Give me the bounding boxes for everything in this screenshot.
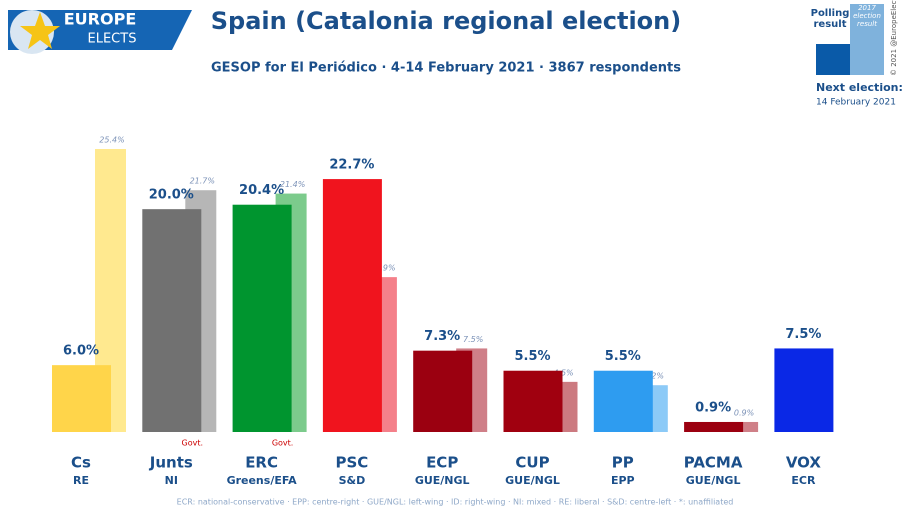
bar [684, 421, 744, 432]
value-label: 7.3% [424, 329, 460, 344]
x-tick-label: PSC [335, 454, 368, 472]
chart-title: Spain (Catalonia regional election) [211, 7, 681, 35]
value-label: 4.2% [644, 372, 664, 381]
legend-text: Polling result [810, 8, 850, 30]
value-label: 5.5% [605, 349, 641, 364]
value-label: 22.7% [329, 158, 374, 173]
value-label: 20.0% [149, 188, 194, 203]
x-tick-label: CUP [515, 454, 549, 472]
x-tick-label: Cs [71, 454, 91, 472]
logo-text: ELECTS [88, 32, 137, 47]
x-tick-label: ERC [245, 454, 278, 472]
group-label: NI [165, 474, 178, 487]
bar [503, 370, 563, 432]
group-label: Greens/EFA [227, 474, 298, 487]
value-label: 13.9% [370, 264, 395, 273]
group-label: S&D [339, 474, 366, 487]
govt-note: Govt. [272, 439, 294, 448]
value-label: 25.4% [99, 136, 124, 145]
legend-label: 2017 election result [853, 4, 881, 28]
group-label: GUE/NGL [505, 474, 560, 487]
copyright: © 2021 @EuropeElects [890, 0, 898, 76]
bar [593, 370, 653, 432]
value-label: 21.7% [190, 177, 215, 186]
chart-subtitle: GESOP for El Periódico · 4-14 February 2… [211, 61, 681, 76]
legend: Polling result 2017 election result © 20… [810, 0, 903, 108]
legend-swatch [816, 44, 850, 75]
value-label: 0.9% [695, 400, 731, 415]
bar [774, 348, 834, 432]
value-label: 0.9% [734, 408, 754, 417]
legend-swatch [850, 4, 884, 75]
group-label: GUE/NGL [686, 474, 741, 487]
x-tick-label: ECP [426, 454, 458, 472]
value-label: 20.4% [239, 183, 284, 198]
govt-note: Govt. [182, 439, 204, 448]
logo-text: EUROPE [64, 10, 137, 29]
value-label: 6.0% [63, 344, 99, 359]
value-label: 5.5% [514, 349, 550, 364]
value-label: 7.5% [463, 335, 483, 344]
value-label: 21.4% [280, 180, 305, 189]
bar [322, 179, 382, 432]
footnote: ECR: national-conservative · EPP: centre… [177, 498, 734, 507]
value-label: 4.5% [553, 368, 573, 377]
x-tick-label: PP [612, 454, 634, 472]
group-label: RE [73, 474, 89, 487]
bar [142, 209, 202, 432]
group-label: EPP [611, 474, 635, 487]
x-tick-label: VOX [786, 454, 822, 472]
value-label: 7.5% [785, 327, 821, 342]
legend-label: Polling result [810, 8, 850, 30]
legend-text: 2017 election result [853, 4, 881, 28]
x-tick-label: PACMA [684, 454, 743, 472]
bar [52, 365, 111, 432]
group-label: GUE/NGL [415, 474, 470, 487]
group-label: ECR [791, 474, 816, 487]
next-label: Next election: [816, 81, 903, 94]
bar [232, 204, 292, 432]
bar [413, 350, 473, 432]
logo: EUROPE ELECTS [8, 10, 192, 54]
next-date: 14 February 2021 [816, 98, 896, 108]
x-tick-label: Junts [149, 454, 193, 472]
